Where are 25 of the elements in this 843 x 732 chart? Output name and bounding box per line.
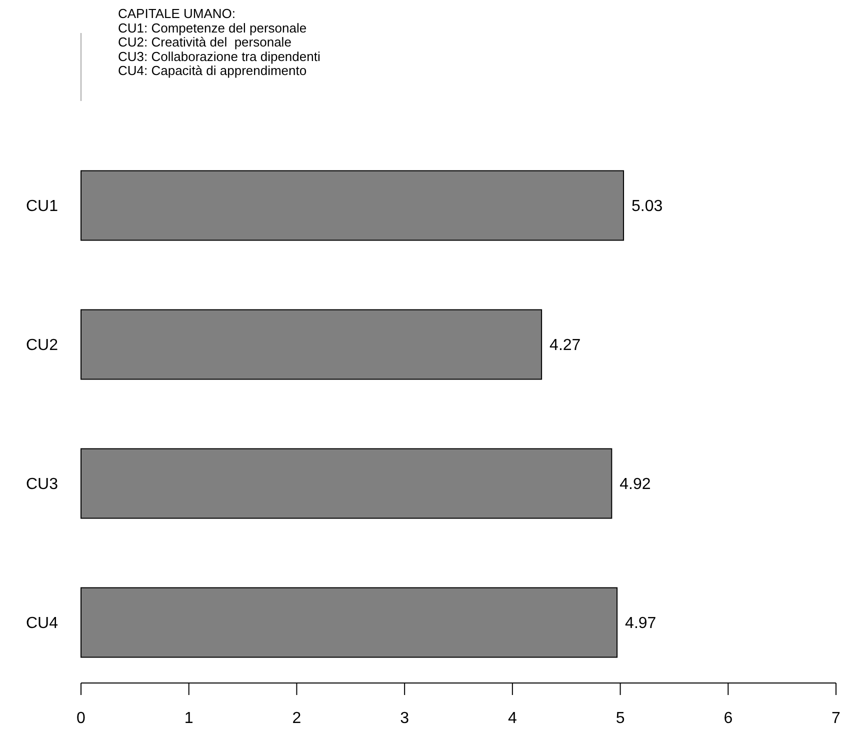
y-tick-label: CU4	[26, 615, 58, 632]
data-label: 4.97	[625, 615, 656, 632]
x-tick-label: 0	[76, 710, 86, 727]
bar	[80, 170, 624, 241]
text: CU2: Creatività del personale	[118, 34, 292, 50]
y-tick-label: CU3	[26, 476, 58, 494]
x-tick-label: 6	[724, 710, 733, 727]
x-tick-label: 2	[292, 710, 302, 727]
x-tick-label: 3	[400, 710, 410, 727]
bar	[80, 448, 612, 519]
data-label: 5.03	[632, 198, 663, 216]
y-tick-label: CU2	[26, 337, 58, 354]
text: CU4: Capacità di apprendimento	[118, 63, 307, 78]
bar	[80, 309, 542, 380]
x-tick-label: 4	[508, 710, 517, 727]
data-label: 4.92	[620, 476, 651, 494]
text: CU3: Collaborazione tra dipendenti	[118, 48, 320, 64]
y-tick-label: CU1	[26, 198, 58, 216]
data-label: 4.27	[550, 337, 581, 354]
bar	[80, 587, 618, 658]
x-tick-label: 5	[616, 710, 625, 727]
x-tick-label: 7	[832, 710, 841, 727]
text: CAPITALE UMANO:	[118, 6, 236, 21]
x-tick-label: 1	[184, 710, 194, 727]
text: CU1: Competenze del personale	[118, 20, 307, 36]
